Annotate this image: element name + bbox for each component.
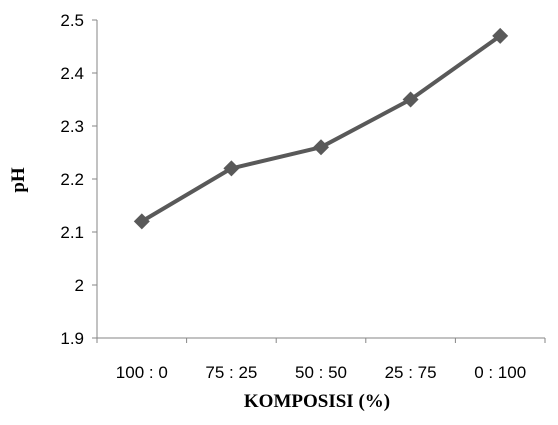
y-tick-label: 2.3 xyxy=(60,117,84,136)
data-point-marker xyxy=(223,160,240,177)
x-tick-label: 25 : 75 xyxy=(385,363,437,382)
y-tick-label: 2.1 xyxy=(60,223,84,242)
x-axis-ticks: 100 : 0 75 : 25 50 : 50 25 : 75 0 : 100 xyxy=(96,338,546,382)
y-tick-label: 2 xyxy=(75,276,84,295)
series-line xyxy=(140,34,502,224)
y-axis-ticks: 1.9 2 2.1 2.2 2.3 2.4 2.5 xyxy=(60,11,97,348)
series-layer xyxy=(133,27,509,230)
y-tick-label: 2.2 xyxy=(60,170,84,189)
x-tick-label: 50 : 50 xyxy=(295,363,347,382)
x-tick-label: 75 : 25 xyxy=(205,363,257,382)
y-axis-title: pH xyxy=(8,167,29,193)
x-axis-title: KOMPOSISI (%) xyxy=(244,391,390,412)
y-tick-label: 2.4 xyxy=(60,64,84,83)
x-tick-label: 100 : 0 xyxy=(116,363,168,382)
data-point-marker xyxy=(133,213,150,230)
y-tick-label: 2.5 xyxy=(60,11,84,30)
x-tick-label: 0 : 100 xyxy=(474,363,526,382)
y-tick-label: 1.9 xyxy=(60,329,84,348)
data-point-marker xyxy=(402,91,419,108)
data-point-marker xyxy=(313,139,329,156)
data-point-marker xyxy=(492,27,509,44)
